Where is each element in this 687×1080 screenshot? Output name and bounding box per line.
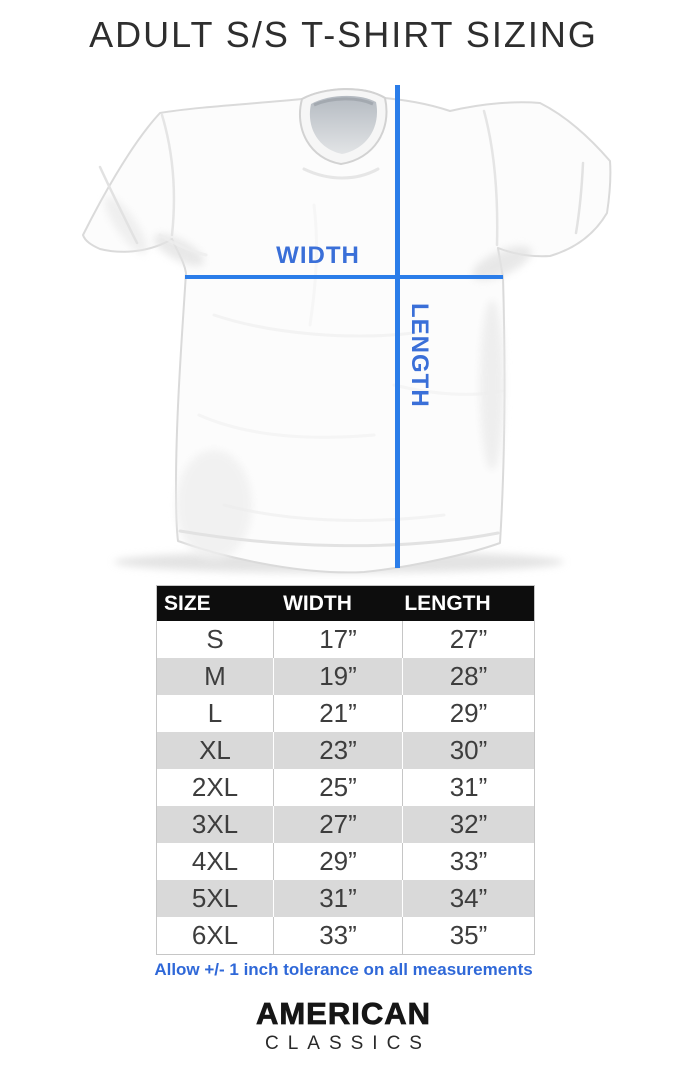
- table-body: S 17” 27” M 19” 28” L 21” 29” XL 23” 30”…: [157, 621, 534, 954]
- table-row: 2XL 25” 31”: [157, 769, 534, 806]
- size-table: SIZE WIDTH LENGTH S 17” 27” M 19” 28” L …: [156, 585, 535, 955]
- table-row: 4XL 29” 33”: [157, 843, 534, 880]
- table-row: S 17” 27”: [157, 621, 534, 658]
- brand-name-classics: CLASSICS: [265, 1033, 431, 1055]
- brand-logo: AMERICAN CLASSICS: [0, 996, 687, 1055]
- table-row: M 19” 28”: [157, 658, 534, 695]
- column-header-size: SIZE: [164, 591, 211, 615]
- length-cell: 27”: [449, 624, 488, 654]
- length-cell: 34”: [449, 883, 488, 913]
- width-measure-line: [185, 275, 503, 279]
- column-header-length: LENGTH: [404, 591, 491, 615]
- tolerance-note: Allow +/- 1 inch tolerance on all measur…: [154, 960, 533, 979]
- table-row: L 21” 29”: [157, 695, 534, 732]
- width-cell: 33”: [274, 917, 403, 954]
- size-cell: M: [157, 658, 274, 695]
- size-cell: 5XL: [157, 880, 274, 917]
- size-cell: 3XL: [157, 806, 274, 843]
- width-label: WIDTH: [276, 242, 360, 269]
- width-cell: 31”: [274, 880, 403, 917]
- size-cell: 6XL: [157, 917, 274, 954]
- width-cell: 27”: [274, 806, 403, 843]
- page-title: ADULT S/S T-SHIRT SIZING: [89, 14, 598, 55]
- tshirt-image: [82, 88, 612, 574]
- length-cell: 31”: [449, 772, 488, 802]
- length-label: LENGTH: [406, 303, 433, 408]
- length-cell: 30”: [449, 735, 488, 765]
- width-cell: 19”: [274, 658, 403, 695]
- length-cell: 35”: [449, 920, 488, 950]
- length-cell: 28”: [449, 661, 488, 691]
- size-cell: 4XL: [157, 843, 274, 880]
- table-row: 6XL 33” 35”: [157, 917, 534, 954]
- length-cell: 29”: [449, 698, 488, 728]
- width-cell: 23”: [274, 732, 403, 769]
- length-measure-line: [395, 85, 400, 568]
- size-cell: S: [157, 621, 274, 658]
- table-row: 3XL 27” 32”: [157, 806, 534, 843]
- tshirt-diagram: WIDTH LENGTH: [64, 85, 624, 580]
- length-cell: 33”: [449, 846, 488, 876]
- table-header: SIZE WIDTH LENGTH: [157, 586, 534, 621]
- length-cell: 32”: [449, 809, 488, 839]
- width-cell: 29”: [274, 843, 403, 880]
- size-cell: XL: [157, 732, 274, 769]
- brand-name-american: AMERICAN: [255, 996, 432, 1031]
- table-row: 5XL 31” 34”: [157, 880, 534, 917]
- table-row: XL 23” 30”: [157, 732, 534, 769]
- width-cell: 21”: [274, 695, 403, 732]
- width-cell: 25”: [274, 769, 403, 806]
- width-cell: 17”: [274, 621, 403, 658]
- column-header-width: WIDTH: [283, 591, 352, 615]
- size-cell: 2XL: [157, 769, 274, 806]
- size-cell: L: [157, 695, 274, 732]
